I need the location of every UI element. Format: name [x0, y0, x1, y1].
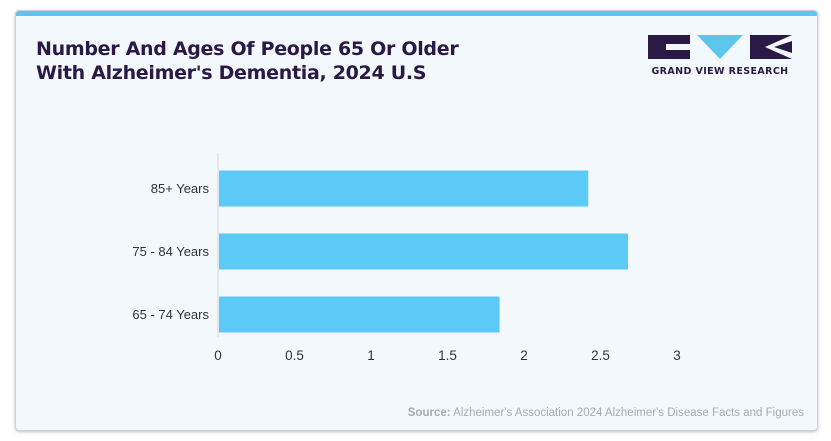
- source-text: Alzheimer's Association 2024 Alzheimer's…: [453, 407, 804, 419]
- bar-2: [219, 233, 629, 270]
- x-tick-label: 3: [673, 348, 681, 363]
- x-tick-label: 1.5: [438, 348, 457, 363]
- x-tick-label: 0.5: [285, 348, 304, 363]
- logo-mark-icon: [648, 35, 792, 59]
- accent-bar: [16, 11, 817, 16]
- x-tick-label: 0: [214, 348, 222, 363]
- brand-logo: GRAND VIEW RESEARCH: [642, 33, 798, 81]
- bar-3: [219, 296, 500, 333]
- chart-card: Number And Ages Of People 65 Or Older Wi…: [15, 10, 818, 431]
- x-tick-label: 2.5: [591, 348, 610, 363]
- x-tick-label: 1: [367, 348, 375, 363]
- category-label: 65 - 74 Years: [132, 307, 209, 322]
- bar-1: [219, 170, 589, 207]
- logo-text: GRAND VIEW RESEARCH: [651, 66, 789, 77]
- title-line-1: Number And Ages Of People 65 Or Older: [36, 38, 459, 60]
- category-label: 75 - 84 Years: [132, 244, 209, 259]
- source-label: Source:: [407, 407, 451, 419]
- bar-chart: 85+ Years 75 - 84 Years 65 - 74 Years 0 0.5 1…: [132, 153, 681, 363]
- source-note: Source: Alzheimer's Association 2024 Alz…: [408, 407, 804, 419]
- category-label: 85+ Years: [151, 181, 210, 196]
- x-tick-label: 2: [520, 348, 528, 363]
- chart-title: Number And Ages Of People 65 Or Older Wi…: [36, 37, 596, 85]
- title-line-2: With Alzheimer's Dementia, 2024 U.S: [36, 62, 427, 84]
